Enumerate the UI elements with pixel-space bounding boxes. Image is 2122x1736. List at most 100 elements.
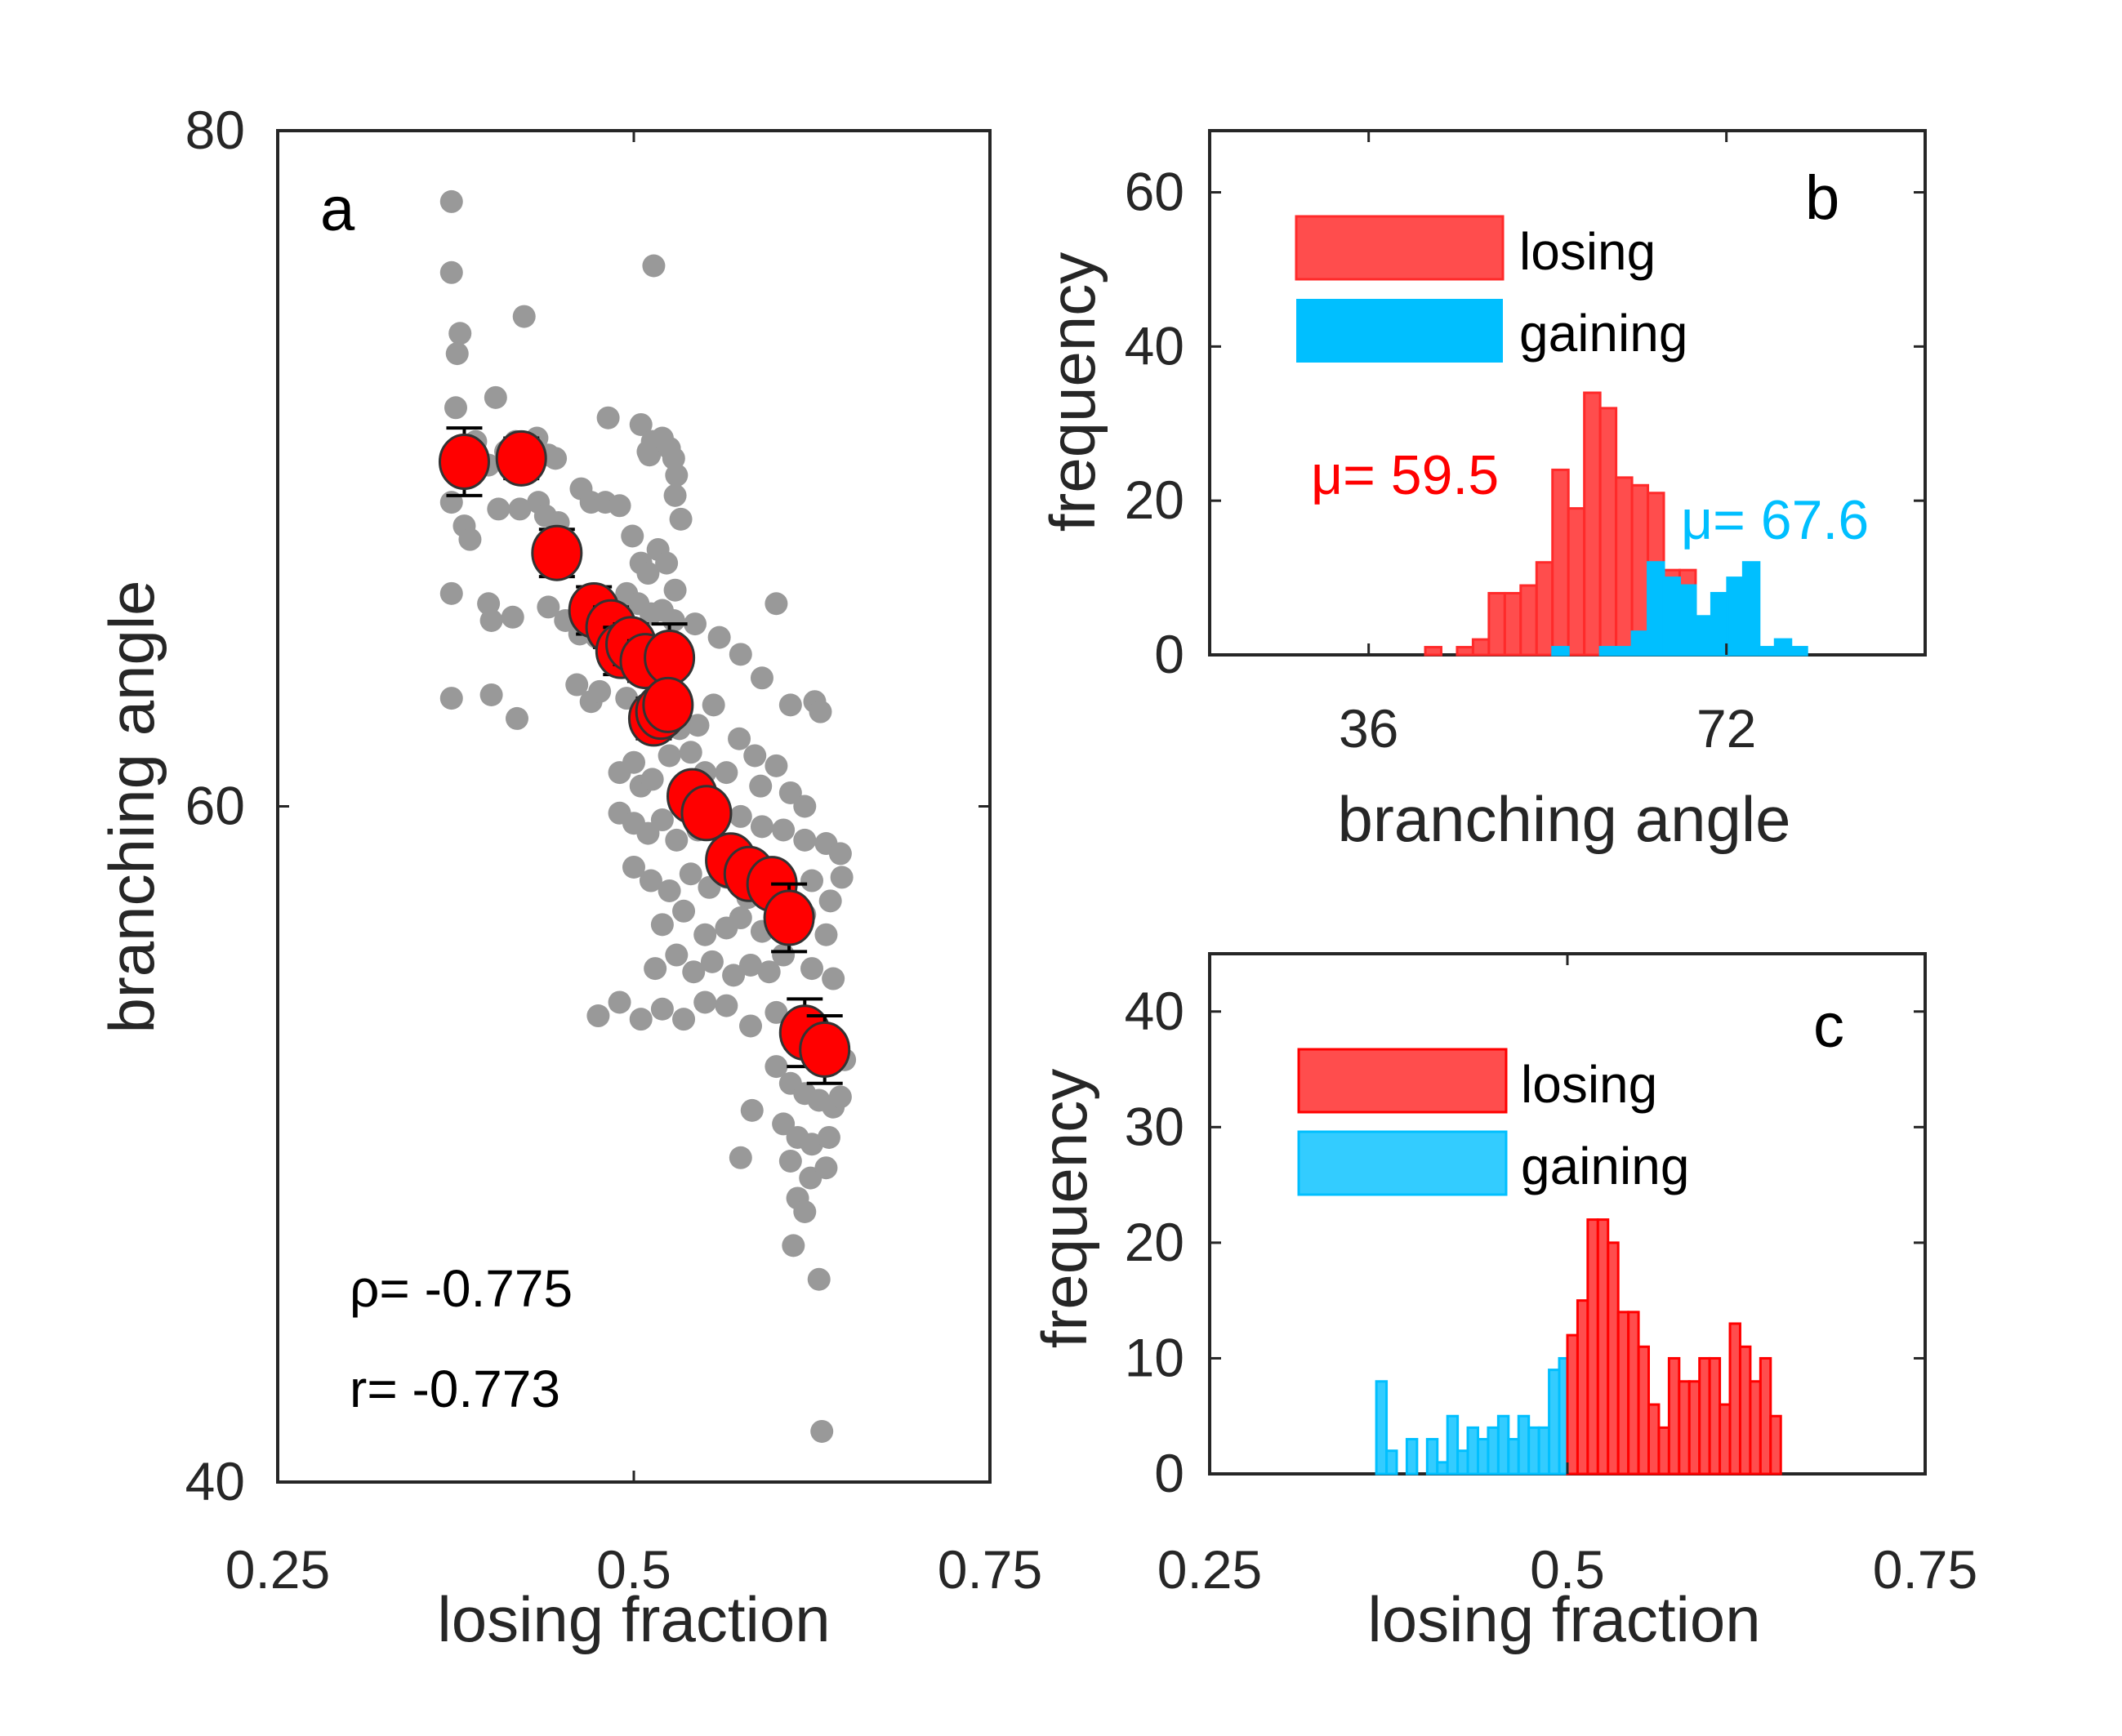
mean-point-group: [495, 430, 547, 487]
scatter-point: [750, 666, 773, 690]
scatter-point: [544, 447, 568, 470]
mean-point: [642, 676, 694, 733]
mean-point: [438, 433, 490, 490]
binned-mean-points: [438, 426, 851, 1085]
scatter-point: [639, 869, 662, 892]
histogram-bar-losing: [1607, 1241, 1620, 1476]
scatter-point: [644, 957, 667, 981]
x-tick-label: 0.75: [1873, 1539, 1977, 1600]
y-tick-label: 40: [1125, 315, 1184, 376]
histogram-bar-gaining-tail: [1790, 646, 1808, 657]
histogram-bar-losing: [1627, 1311, 1640, 1476]
y-tick-label: 40: [1125, 981, 1184, 1041]
scatter-point: [810, 1419, 834, 1443]
scatter-point: [636, 821, 660, 845]
histogram-bar-losing: [1637, 1345, 1651, 1476]
histogram-bar-gaining: [1726, 576, 1745, 657]
histogram-bar-losing: [1519, 584, 1538, 657]
scatter-point: [537, 595, 560, 619]
mean-point-group: [763, 882, 815, 954]
scatter-point: [809, 700, 832, 723]
panel-b-legend: losing gaining: [1295, 215, 1687, 363]
scatter-point: [693, 990, 717, 1014]
histogram-bar-gaining: [1425, 1438, 1439, 1476]
y-tick-label: 30: [1125, 1096, 1184, 1156]
panel-a-ticks: 0.25 0.5 0.75 40 60 80: [185, 100, 1043, 1600]
scatter-point: [663, 483, 687, 507]
scatter-point: [729, 643, 752, 666]
scatter-point: [479, 608, 503, 632]
histogram-bar-gaining: [1710, 591, 1729, 657]
scatter-point: [662, 447, 685, 470]
panel-b-histogram: 36 72 0 20 40 60 b losing gaining μ= 59.5 μ= …: [1036, 129, 1927, 855]
scatter-point: [505, 706, 528, 730]
scatter-point: [778, 1149, 802, 1173]
scatter-point: [739, 953, 763, 977]
histogram-bar-gaining: [1548, 1369, 1561, 1476]
scatter-point: [477, 592, 501, 616]
x-tick-label: 0.75: [938, 1539, 1042, 1600]
legend-label-gaining: gaining: [1519, 304, 1687, 363]
panel-a-ylabel: branching angle: [96, 580, 167, 1033]
scatter-point: [444, 396, 467, 420]
scatter-point: [650, 808, 674, 832]
panel-c-xlabel: losing fraction: [1367, 1583, 1760, 1655]
mean-point: [531, 524, 583, 581]
histogram-bar-gaining: [1678, 584, 1697, 657]
scatter-point: [830, 866, 854, 889]
scatter-point: [672, 1008, 696, 1031]
panel-c-histogram: 0.25 0.5 0.75 0 10 20 30 40 c losing gaining lo…: [1028, 952, 1977, 1655]
histogram-bar-losing: [1598, 407, 1618, 657]
scatter-point: [772, 943, 796, 967]
mean-point: [495, 430, 547, 487]
histogram-bar-losing: [1615, 476, 1634, 657]
scatter-point: [588, 679, 612, 703]
y-tick-label: 0: [1154, 1443, 1184, 1503]
panel-b-ylabel: frequency: [1036, 252, 1108, 532]
histogram-bar-gaining: [1662, 576, 1681, 657]
panel-b-xlabel: branching angle: [1337, 783, 1790, 855]
legend-label-gaining: gaining: [1521, 1137, 1689, 1195]
scatter-point: [800, 957, 823, 981]
panel-letter-a: a: [320, 175, 355, 244]
histogram-bar-losing: [1566, 1333, 1579, 1476]
histogram-bar-gaining: [1477, 1438, 1490, 1476]
x-tick-label: 72: [1696, 698, 1756, 759]
scatter-point: [679, 741, 702, 764]
scatter-point: [658, 879, 681, 902]
histogram-bar-gaining: [1615, 646, 1634, 657]
scatter-point: [565, 673, 589, 697]
histogram-bar-gaining: [1436, 1461, 1449, 1476]
scatter-point: [814, 923, 838, 946]
histogram-bar-gaining: [1456, 1449, 1469, 1476]
histogram-bar-gaining: [1694, 615, 1713, 657]
histogram-bar-losing: [1738, 1345, 1752, 1476]
histogram-bar-losing: [1471, 638, 1491, 657]
histogram-bar-losing: [1647, 1403, 1661, 1476]
scatter-point: [818, 889, 842, 913]
scatter-point: [828, 1085, 852, 1109]
panel-letter-c: c: [1813, 991, 1844, 1061]
histogram-bar-losing: [1759, 1356, 1772, 1476]
histogram-bar-losing: [1487, 591, 1506, 657]
scatter-point: [749, 774, 773, 798]
x-tick-label: 0.25: [1157, 1539, 1262, 1600]
scatter-point: [448, 322, 472, 345]
y-tick-label: 80: [185, 100, 245, 160]
histogram-bar-losing: [1551, 468, 1570, 657]
x-tick-label: 36: [1339, 698, 1398, 759]
histogram-bar-losing: [1616, 1311, 1630, 1476]
scatter-point: [807, 1267, 831, 1291]
y-tick-label: 60: [1125, 162, 1184, 222]
scatter-point: [793, 828, 817, 852]
mean-point-group: [642, 676, 694, 733]
legend-swatch-gaining: [1297, 1130, 1508, 1196]
histogram-bar-losing: [1687, 1380, 1701, 1476]
scatter-point: [508, 497, 532, 521]
scatter-point: [629, 412, 653, 436]
histogram-bar-losing: [1503, 591, 1522, 657]
histogram-bar-gaining: [1517, 1414, 1531, 1476]
histogram-bar-gaining: [1507, 1438, 1520, 1476]
